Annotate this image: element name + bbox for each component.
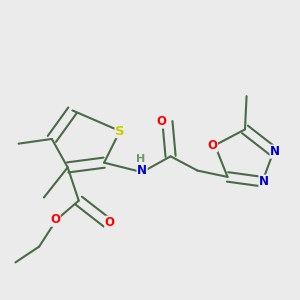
Text: S: S: [115, 124, 125, 137]
Text: O: O: [50, 213, 60, 226]
Text: N: N: [259, 175, 269, 188]
Text: O: O: [157, 115, 167, 128]
Text: H: H: [136, 154, 145, 164]
Text: O: O: [105, 216, 115, 229]
Text: N: N: [137, 164, 147, 177]
Text: O: O: [207, 139, 218, 152]
Text: N: N: [270, 145, 280, 158]
